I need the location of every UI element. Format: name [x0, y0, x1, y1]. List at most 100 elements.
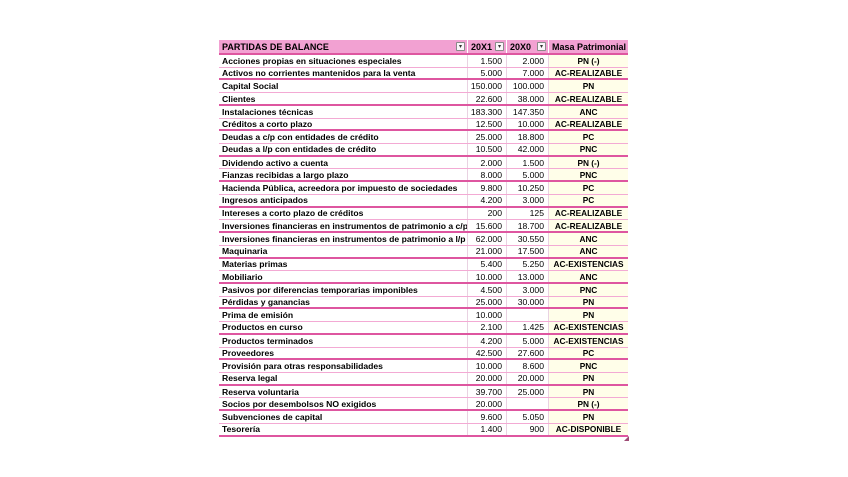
table-row[interactable]: Reserva voluntaria 39.700 25.000 PN — [219, 385, 628, 399]
cell-20x1[interactable]: 25.000 — [468, 131, 507, 144]
cell-20x1[interactable]: 1.400 — [468, 423, 507, 435]
cell-masa-patrimonial[interactable]: PN — [549, 309, 628, 322]
cell-partida[interactable]: Fianzas recibidas a largo plazo — [219, 169, 468, 181]
cell-masa-patrimonial[interactable]: AC-REALIZABLE — [549, 220, 628, 232]
cell-20x0[interactable]: 30.550 — [507, 233, 549, 245]
column-header-20x1[interactable]: 20X1 ▾ — [468, 40, 507, 53]
table-row[interactable]: Activos no corrientes mantenidos para la… — [219, 67, 628, 81]
table-row[interactable]: Hacienda Pública, acreedora por impuesto… — [219, 182, 628, 195]
table-row[interactable]: Pasivos por diferencias temporarias impo… — [219, 283, 628, 297]
table-row[interactable]: Reserva legal 20.000 20.000 PN — [219, 372, 628, 386]
cell-20x1[interactable]: 15.600 — [468, 220, 507, 232]
table-row[interactable]: Instalaciones técnicas 183.300 147.350 ANC — [219, 105, 628, 119]
cell-masa-patrimonial[interactable]: PC — [549, 182, 628, 194]
table-row[interactable]: Productos terminados 4.200 5.000 AC-EXISTEN… — [219, 334, 628, 348]
cell-masa-patrimonial[interactable]: AC-EXISTENCIAS — [549, 258, 628, 271]
cell-partida[interactable]: Hacienda Pública, acreedora por impuesto… — [219, 182, 468, 194]
cell-20x0[interactable]: 1.500 — [507, 156, 549, 169]
cell-20x1[interactable]: 20.000 — [468, 372, 507, 384]
cell-20x1[interactable]: 10.000 — [468, 360, 507, 372]
filter-dropdown-icon[interactable]: ▾ — [495, 42, 504, 51]
cell-20x1[interactable]: 42.500 — [468, 347, 507, 359]
cell-20x0[interactable]: 30.000 — [507, 296, 549, 308]
cell-20x0[interactable]: 42.000 — [507, 144, 549, 155]
cell-masa-patrimonial[interactable]: AC-REALIZABLE — [549, 118, 628, 130]
cell-20x0[interactable]: 5.000 — [507, 169, 549, 181]
cell-20x0[interactable]: 18.700 — [507, 220, 549, 232]
table-row[interactable]: Productos en curso 2.100 1.425 AC-EXISTENCI… — [219, 322, 628, 335]
table-row[interactable]: Deudas a c/p con entidades de crédito 25.… — [219, 131, 628, 145]
table-row[interactable]: Pérdidas y ganancias 25.000 30.000 PN — [219, 296, 628, 310]
cell-masa-patrimonial[interactable]: PN — [549, 411, 628, 423]
cell-20x1[interactable]: 9.600 — [468, 411, 507, 423]
cell-masa-patrimonial[interactable]: PN (-) — [549, 55, 628, 67]
column-header-20x0[interactable]: 20X0 ▾ — [507, 40, 549, 53]
cell-20x0[interactable]: 5.250 — [507, 258, 549, 271]
table-resize-handle[interactable] — [624, 435, 629, 441]
cell-partida[interactable]: Créditos a corto plazo — [219, 118, 468, 130]
cell-20x1[interactable]: 62.000 — [468, 233, 507, 245]
cell-20x1[interactable]: 9.800 — [468, 182, 507, 194]
cell-masa-patrimonial[interactable]: PN — [549, 80, 628, 93]
cell-20x0[interactable]: 38.000 — [507, 93, 549, 104]
cell-20x0[interactable]: 25.000 — [507, 385, 549, 398]
cell-partida[interactable]: Capital Social — [219, 80, 468, 93]
cell-20x0[interactable]: 27.600 — [507, 347, 549, 359]
cell-masa-patrimonial[interactable]: AC-REALIZABLE — [549, 93, 628, 104]
cell-partida[interactable]: Productos en curso — [219, 322, 468, 333]
cell-20x1[interactable]: 2.100 — [468, 322, 507, 333]
cell-20x0[interactable]: 125 — [507, 207, 549, 220]
cell-partida[interactable]: Clientes — [219, 93, 468, 104]
cell-partida[interactable]: Mobiliario — [219, 271, 468, 282]
cell-partida[interactable]: Tesorería — [219, 423, 468, 435]
cell-20x0[interactable]: 7.000 — [507, 67, 549, 79]
table-row[interactable]: Socios por desembolsos NO exigidos 20.000… — [219, 398, 628, 412]
table-row[interactable]: Mobiliario 10.000 13.000 ANC — [219, 271, 628, 284]
table-row[interactable]: Deudas a l/p con entidades de crédito 10.… — [219, 144, 628, 157]
cell-20x1[interactable]: 200 — [468, 207, 507, 220]
table-row[interactable]: Clientes 22.600 38.000 AC-REALIZABLE — [219, 93, 628, 106]
cell-masa-patrimonial[interactable]: AC-REALIZABLE — [549, 67, 628, 79]
cell-masa-patrimonial[interactable]: ANC — [549, 233, 628, 245]
cell-partida[interactable]: Deudas a c/p con entidades de crédito — [219, 131, 468, 144]
cell-partida[interactable]: Reserva voluntaria — [219, 385, 468, 398]
cell-partida[interactable]: Ingresos anticipados — [219, 194, 468, 206]
cell-partida[interactable]: Provisión para otras responsabilidades — [219, 360, 468, 372]
cell-20x0[interactable]: 13.000 — [507, 271, 549, 282]
cell-20x1[interactable]: 5.000 — [468, 67, 507, 79]
cell-partida[interactable]: Proveedores — [219, 347, 468, 359]
cell-20x1[interactable]: 10.000 — [468, 271, 507, 282]
cell-masa-patrimonial[interactable]: AC-REALIZABLE — [549, 207, 628, 220]
cell-masa-patrimonial[interactable]: AC-DISPONIBLE — [549, 423, 628, 435]
table-row[interactable]: Fianzas recibidas a largo plazo 8.000 5.00… — [219, 169, 628, 183]
cell-partida[interactable]: Maquinaria — [219, 245, 468, 257]
cell-masa-patrimonial[interactable]: PN — [549, 385, 628, 398]
cell-masa-patrimonial[interactable]: PNC — [549, 283, 628, 296]
table-row[interactable]: Prima de emisión 10.000 PN — [219, 309, 628, 323]
table-row[interactable]: Provisión para otras responsabilidades 10… — [219, 360, 628, 373]
table-row[interactable]: Intereses a corto plazo de créditos 200 12… — [219, 207, 628, 221]
cell-partida[interactable]: Pérdidas y ganancias — [219, 296, 468, 308]
cell-masa-patrimonial[interactable]: PN — [549, 372, 628, 384]
cell-partida[interactable]: Inversiones financieras en instrumentos … — [219, 220, 468, 232]
cell-partida[interactable]: Subvenciones de capital — [219, 411, 468, 423]
cell-20x1[interactable]: 22.600 — [468, 93, 507, 104]
cell-masa-patrimonial[interactable]: PC — [549, 347, 628, 359]
table-row[interactable]: Ingresos anticipados 4.200 3.000 PC — [219, 194, 628, 208]
cell-20x1[interactable]: 4.500 — [468, 283, 507, 296]
cell-20x0[interactable] — [507, 398, 549, 410]
cell-partida[interactable]: Reserva legal — [219, 372, 468, 384]
cell-partida[interactable]: Materias primas — [219, 258, 468, 271]
table-row[interactable]: Inversiones financieras en instrumentos … — [219, 220, 628, 234]
cell-20x0[interactable]: 900 — [507, 423, 549, 435]
cell-masa-patrimonial[interactable]: AC-EXISTENCIAS — [549, 322, 628, 333]
filter-dropdown-icon[interactable]: ▾ — [456, 42, 465, 51]
cell-20x1[interactable]: 20.000 — [468, 398, 507, 410]
cell-20x0[interactable]: 1.425 — [507, 322, 549, 333]
table-row[interactable]: Materias primas 5.400 5.250 AC-EXISTENCIAS — [219, 258, 628, 272]
cell-20x0[interactable]: 10.000 — [507, 118, 549, 130]
cell-masa-patrimonial[interactable]: PN (-) — [549, 398, 628, 410]
cell-20x1[interactable]: 2.000 — [468, 156, 507, 169]
cell-20x1[interactable]: 150.000 — [468, 80, 507, 93]
table-row[interactable]: Subvenciones de capital 9.600 5.050 PN — [219, 411, 628, 424]
